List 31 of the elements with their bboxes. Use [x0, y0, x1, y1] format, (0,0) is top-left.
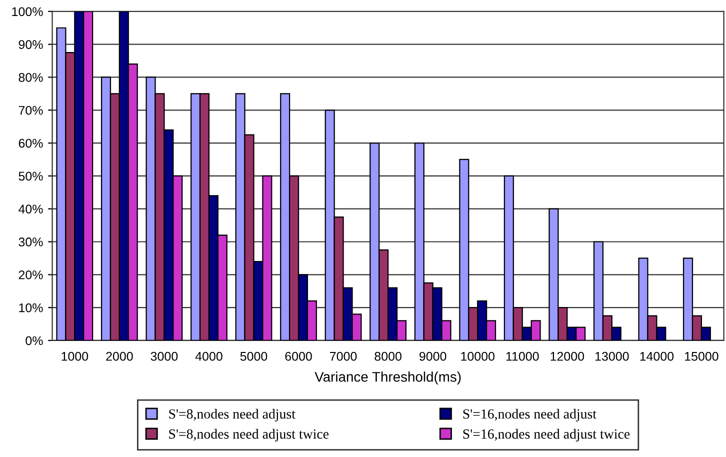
x-tick-label: 13000	[595, 352, 629, 361]
x-tick-label: 5000	[240, 352, 268, 361]
x-tick-label: 7000	[330, 352, 357, 361]
x-tick-label: 10000	[461, 352, 494, 361]
x-tick-label: 8000	[374, 352, 402, 361]
y-tick-label: 60%	[18, 138, 43, 148]
x-tick-label: 4000	[195, 352, 222, 361]
x-tick-label: 14000	[640, 352, 674, 361]
y-tick-label: 40%	[18, 204, 43, 214]
legend-label: S'=8,nodes need adjust twice	[169, 428, 329, 442]
x-tick-label: 3000	[150, 352, 178, 361]
x-tick-label: 11000	[506, 352, 539, 361]
legend-label: S'=8,nodes need adjust	[169, 408, 296, 422]
y-tick-label: 0%	[26, 336, 43, 346]
x-tick-label: 6000	[285, 352, 312, 361]
legend-label: S'=16,nodes need adjust	[463, 408, 596, 422]
x-tick-label: 12000	[550, 352, 584, 361]
y-tick-label: 50%	[18, 172, 43, 181]
legend-label: S'=16,nodes need adjust twice	[463, 428, 630, 442]
x-tick-label: 2000	[106, 352, 133, 361]
y-tick-label: 80%	[18, 73, 43, 82]
y-tick-label: 100%	[12, 7, 43, 16]
x-tick-label: 9000	[420, 352, 446, 361]
x-axis-title: Variance Threshold(ms)	[314, 372, 461, 384]
x-tick-label: 15000	[685, 352, 718, 361]
y-tick-label: 30%	[18, 238, 43, 246]
x-tick-label: 1000	[62, 352, 88, 361]
y-tick-label: 90%	[18, 40, 43, 49]
y-tick-label: 70%	[18, 106, 43, 115]
y-tick-label: 10%	[19, 303, 43, 312]
y-tick-label: 20%	[18, 270, 43, 280]
